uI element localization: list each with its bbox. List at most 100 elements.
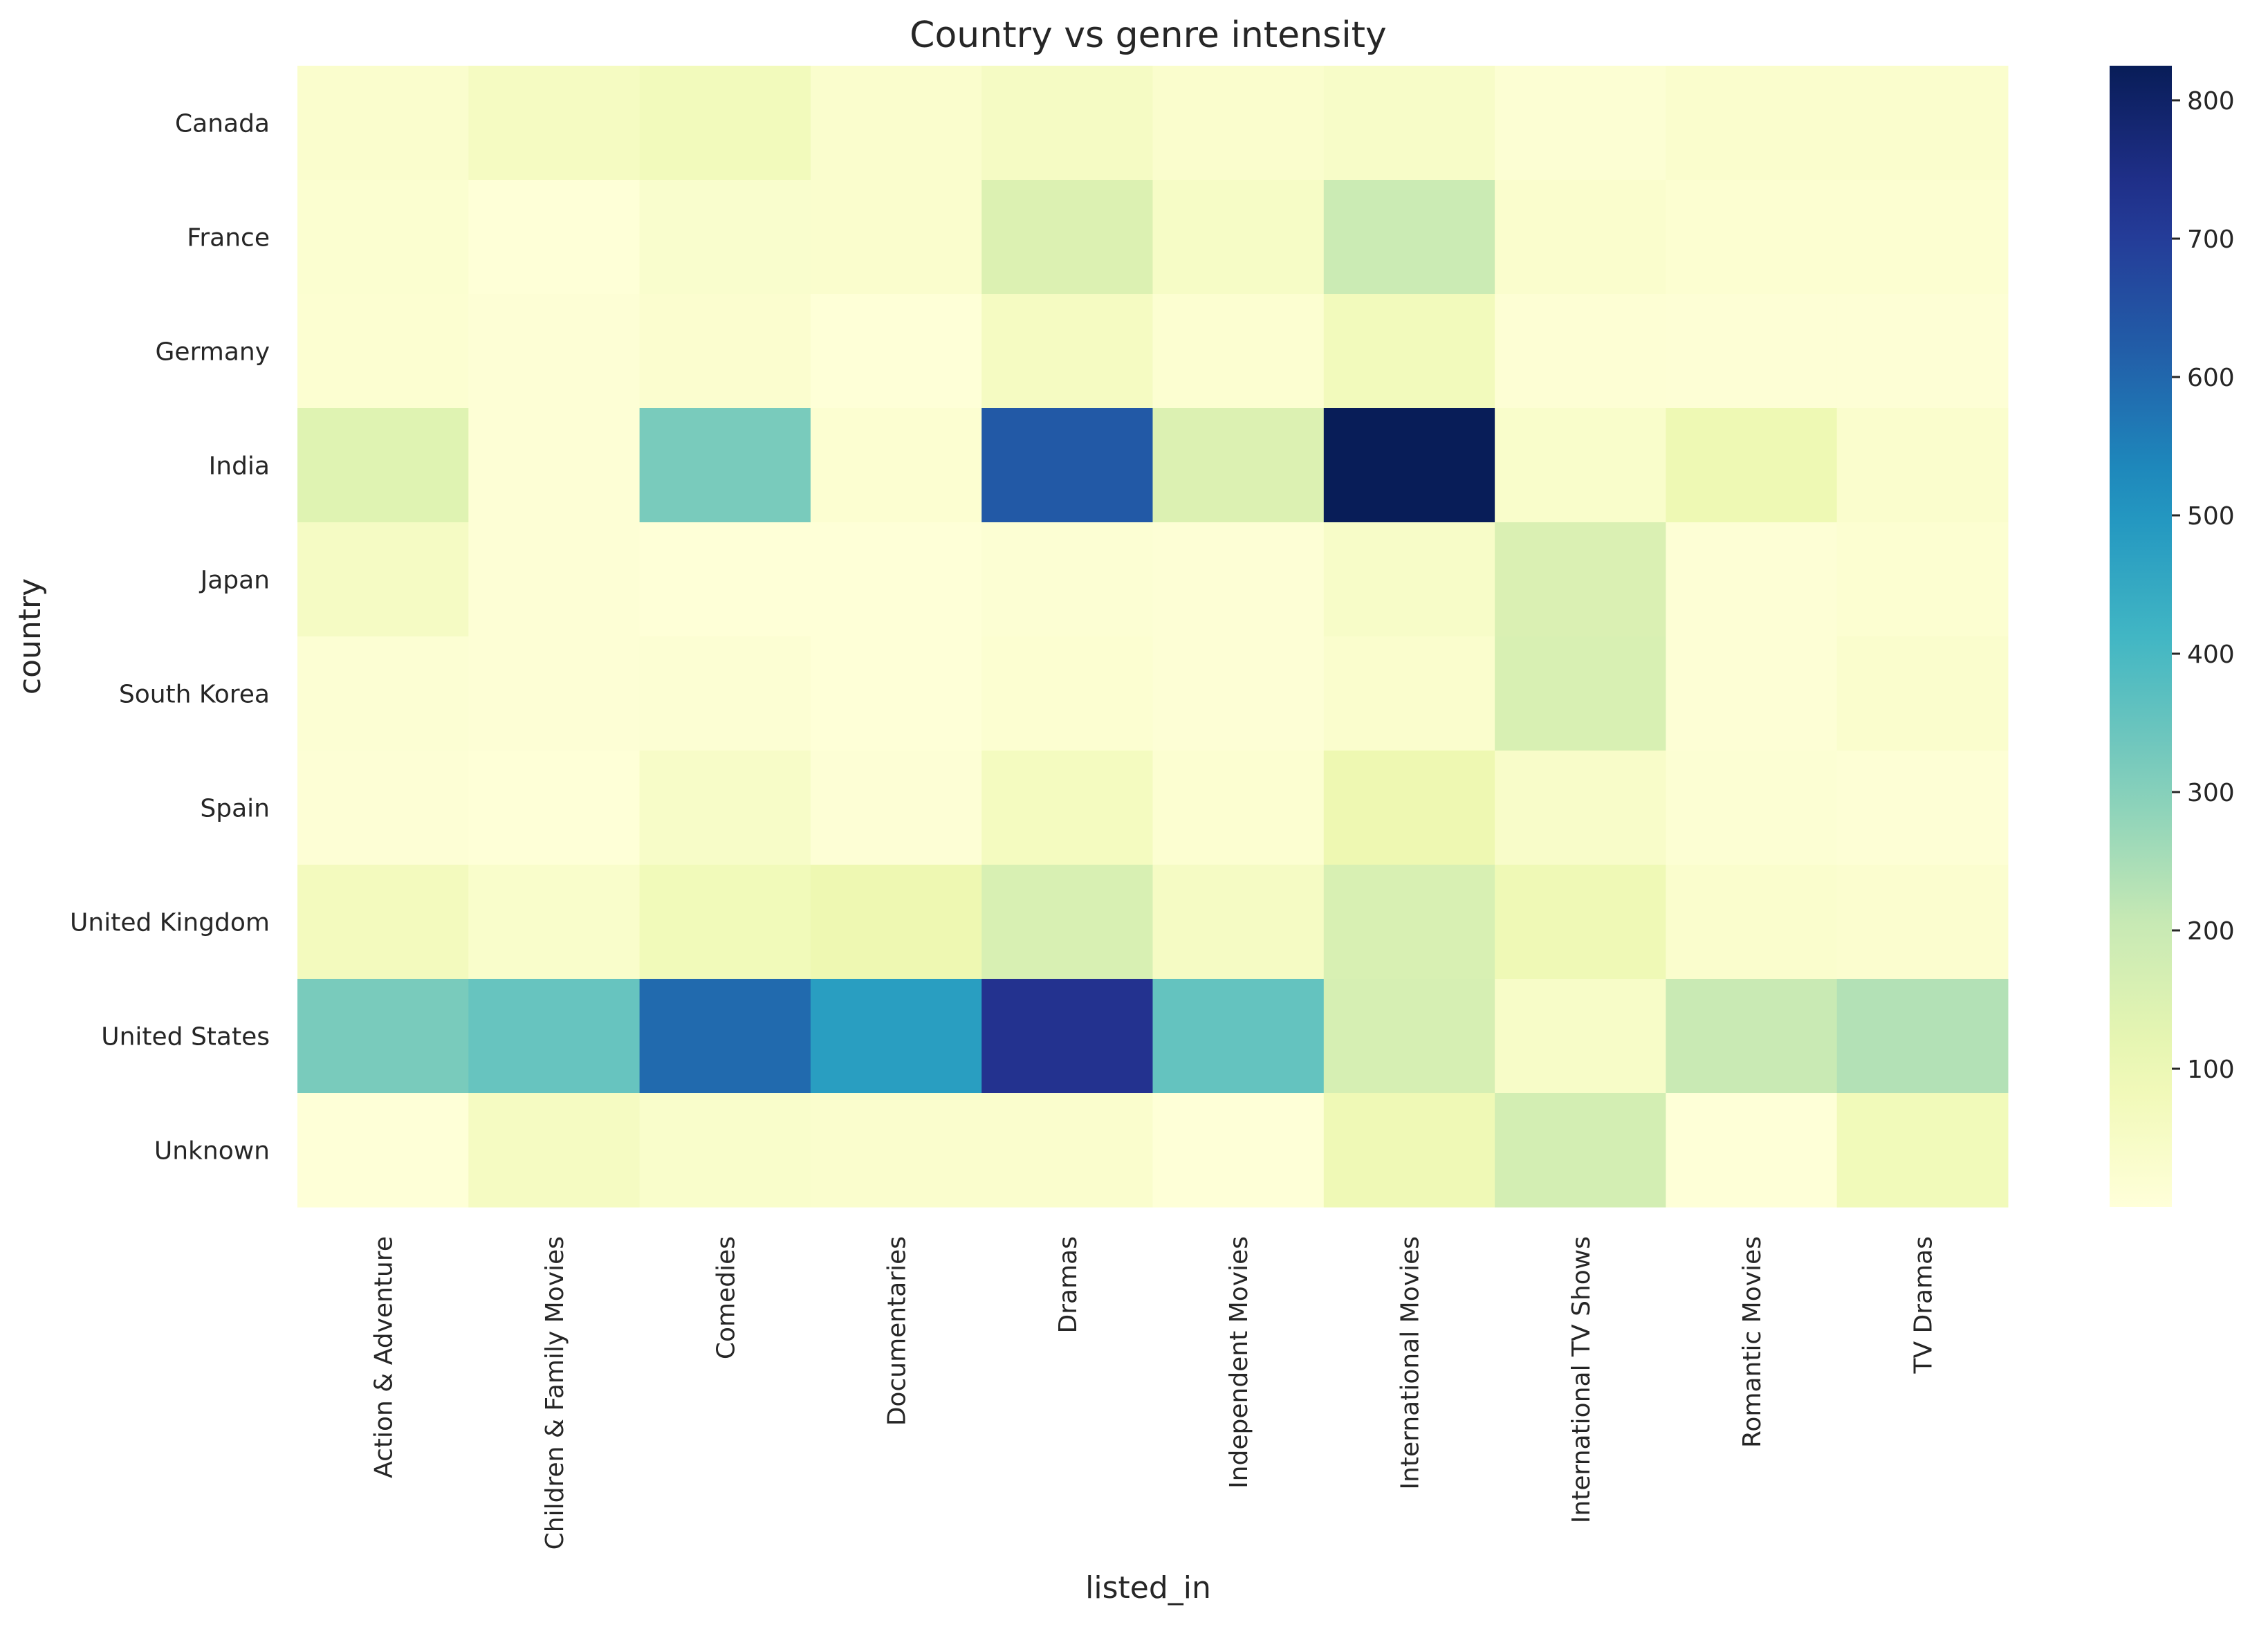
heatmap-cell <box>639 751 811 865</box>
heatmap-cell <box>810 522 982 637</box>
x-tick-label: International Movies <box>1396 1236 1424 1490</box>
heatmap-cell <box>1152 294 1325 409</box>
heatmap-cell <box>1152 751 1325 865</box>
heatmap-cell <box>297 751 469 865</box>
y-axis-tick-labels: Canada France Germany India Japan South Korea… <box>70 110 270 1166</box>
heatmap-cell <box>981 979 1153 1094</box>
colorbar-tick-label: 300 <box>2187 779 2235 807</box>
heatmap-cell <box>1323 865 1495 980</box>
heatmap-cell <box>1323 979 1495 1094</box>
y-tick-label: South Korea <box>119 681 270 709</box>
heatmap-cell <box>1152 522 1325 637</box>
heatmap-cell <box>639 979 811 1094</box>
heatmap-cell <box>981 522 1153 637</box>
heatmap-cell <box>1323 636 1495 751</box>
heatmap-cell <box>1836 636 2009 751</box>
heatmap-cell <box>981 751 1153 865</box>
heatmap-cell <box>468 979 640 1094</box>
heatmap-cell <box>1836 180 2009 295</box>
heatmap-cell <box>1836 865 2009 980</box>
heatmap-cell <box>810 408 982 523</box>
heatmap-cell <box>1836 408 2009 523</box>
heatmap-cell <box>297 522 469 637</box>
colorbar-tick-label: 700 <box>2187 226 2235 254</box>
heatmap-cell <box>1323 294 1495 409</box>
heatmap-cell <box>1666 66 1838 181</box>
heatmap-cell <box>297 408 469 523</box>
heatmap-cells <box>297 66 2009 1208</box>
x-tick-label: Dramas <box>1054 1236 1082 1333</box>
y-tick-label: Unknown <box>154 1137 270 1166</box>
heatmap-cell <box>468 66 640 181</box>
heatmap-cell <box>297 1093 469 1208</box>
heatmap-cell <box>1495 865 1666 980</box>
x-tick-label: Documentaries <box>883 1236 912 1426</box>
heatmap-cell <box>297 865 469 980</box>
heatmap-cell <box>810 636 982 751</box>
heatmap-cell <box>1495 180 1666 295</box>
heatmap-cell <box>468 522 640 637</box>
y-tick-label: United Kingdom <box>70 909 270 937</box>
heatmap-cell <box>1836 751 2009 865</box>
heatmap-cell <box>1152 636 1325 751</box>
heatmap-cell <box>297 636 469 751</box>
heatmap-cell <box>1323 522 1495 637</box>
heatmap-cell <box>1836 1093 2009 1208</box>
heatmap-cell <box>981 408 1153 523</box>
heatmap-cell <box>1495 979 1666 1094</box>
heatmap-cell <box>1152 408 1325 523</box>
heatmap-cell <box>810 180 982 295</box>
colorbar-tick-label: 100 <box>2187 1056 2235 1084</box>
heatmap-cell <box>981 294 1153 409</box>
heatmap-cell <box>1495 636 1666 751</box>
heatmap-cell <box>1495 522 1666 637</box>
heatmap-cell <box>1495 751 1666 865</box>
heatmap-cell <box>468 294 640 409</box>
heatmap-cell <box>981 865 1153 980</box>
x-tick-label: TV Dramas <box>1909 1236 1937 1375</box>
heatmap-cell <box>1836 66 2009 181</box>
heatmap-cell <box>1323 66 1495 181</box>
heatmap-cell <box>1495 66 1666 181</box>
heatmap-cell <box>468 180 640 295</box>
heatmap-cell <box>1666 636 1838 751</box>
colorbar-tick-label: 200 <box>2187 917 2235 946</box>
y-tick-label: France <box>187 224 270 252</box>
heatmap-cell <box>1836 522 2009 637</box>
heatmap-cell <box>810 294 982 409</box>
heatmap-cell <box>639 636 811 751</box>
y-tick-label: India <box>209 452 270 481</box>
heatmap-cell <box>981 66 1153 181</box>
heatmap-cell <box>810 751 982 865</box>
heatmap-cell <box>1836 294 2009 409</box>
x-tick-label: International TV Shows <box>1567 1236 1596 1523</box>
x-tick-label: Romantic Movies <box>1738 1236 1767 1448</box>
colorbar <box>2110 66 2172 1207</box>
heatmap-cell <box>1323 751 1495 865</box>
heatmap-cell <box>1495 1093 1666 1208</box>
heatmap-cell <box>297 294 469 409</box>
heatmap-cell <box>468 865 640 980</box>
heatmap-cell <box>639 66 811 181</box>
heatmap-cell <box>639 865 811 980</box>
colorbar-tick-label: 400 <box>2187 641 2235 669</box>
y-tick-label: Canada <box>175 110 270 138</box>
heatmap-cell <box>1666 751 1838 865</box>
heatmap-cell <box>981 636 1153 751</box>
heatmap-cell <box>639 408 811 523</box>
heatmap-cell <box>468 636 640 751</box>
x-tick-label: Independent Movies <box>1225 1236 1253 1489</box>
colorbar-tick-label: 800 <box>2187 87 2235 116</box>
heatmap-cell <box>1152 979 1325 1094</box>
heatmap-cell <box>1152 1093 1325 1208</box>
x-tick-label: Comedies <box>712 1236 740 1359</box>
heatmap-cell <box>1666 1093 1838 1208</box>
heatmap-cell <box>1836 979 2009 1094</box>
heatmap-cell <box>1323 408 1495 523</box>
y-tick-label: Spain <box>200 795 270 823</box>
x-tick-label: Action & Adventure <box>370 1236 398 1478</box>
heatmap-cell <box>1495 408 1666 523</box>
heatmap-cell <box>1495 294 1666 409</box>
heatmap-cell <box>639 180 811 295</box>
